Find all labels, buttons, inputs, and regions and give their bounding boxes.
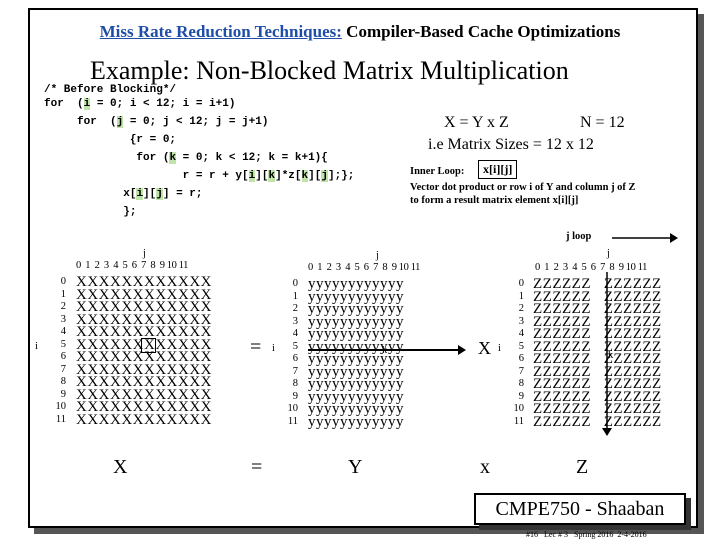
matrix-z-grid: ZZZZZZ ZZZZZZ ZZZZZZ ZZZZZZ ZZZZZZ ZZZZZ… [533, 276, 662, 430]
equals-sign: = [250, 336, 262, 358]
equation-line: X = Y x Z [444, 114, 509, 131]
bottom-equals: = [251, 456, 263, 478]
loop-var-highlight: k [301, 170, 309, 182]
course-badge: CMPE750 - Shaaban [474, 493, 686, 525]
code-line: for (i = 0; i < 12; i = i+1) [44, 98, 236, 110]
code-line: for (j = 0; j < 12; j = j+1) [44, 116, 269, 128]
code-block: /* Before Blocking*/ for (i = 0; i < 12; … [44, 84, 354, 224]
slide-title: Miss Rate Reduction Techniques: Compiler… [0, 22, 720, 42]
bottom-z-label: Z [576, 456, 589, 478]
z-j-label: j [607, 248, 610, 259]
inner-loop-element: x[i][j] [478, 160, 518, 179]
z-k-label: k [608, 350, 614, 361]
bottom-y-label: Y [348, 456, 363, 478]
j-loop-label: j loop [566, 231, 592, 242]
y-k-label: k [382, 345, 388, 356]
inner-loop-desc-1: Vector dot product or row i of Y and col… [410, 182, 636, 193]
slide-footer: #16 Lec # 3 Spring 2016 2-4-2016 [526, 530, 647, 539]
loop-var-highlight: k [268, 170, 276, 182]
z-row-header: 0 1 2 3 4 5 6 7 8 9 10 11 [513, 278, 525, 427]
code-line: /* Before Blocking*/ [44, 84, 177, 96]
z-k-arrow [602, 272, 612, 436]
loop-var-highlight: k [169, 152, 177, 164]
loop-var-highlight: j [116, 116, 124, 128]
loop-var-highlight: j [156, 188, 163, 200]
y-i-label: i [272, 343, 275, 354]
loop-var-highlight: i [136, 188, 144, 200]
times-sign: X [478, 338, 491, 358]
code-line: x[i][j] = r; [44, 188, 203, 200]
title-emphasis: Miss Rate Reduction Techniques: [99, 22, 342, 41]
matrix-sizes: i.e Matrix Sizes = 12 x 12 [428, 136, 594, 153]
code-line: }; [44, 206, 137, 218]
bottom-times: x [480, 456, 490, 478]
y-col-header: 0 1 2 3 4 5 6 7 8 9 10 11 [308, 262, 421, 273]
y-k-arrow [310, 345, 466, 355]
x-col-header: 0 1 2 3 4 5 6 7 8 9 10 11 [76, 260, 189, 271]
inner-loop-desc-2: to form a result matrix element x[i][j] [410, 195, 579, 206]
loop-var-highlight: i [83, 98, 91, 110]
matrix-x-grid: XXXXXXXXXXXX XXXXXXXXXXXX XXXXXXXXXXXX X… [76, 274, 212, 428]
y-row-header: 0 1 2 3 4 5 6 7 8 9 10 11 [287, 278, 299, 427]
code-line: r = r + y[i][k]*z[k][j];}; [44, 170, 355, 182]
x-current-element-box [141, 338, 156, 353]
code-line: {r = 0; [44, 134, 177, 146]
slide-subtitle: Example: Non-Blocked Matrix Multiplicati… [90, 56, 569, 85]
y-j-label: j [376, 250, 379, 261]
z-i-label: i [498, 343, 501, 354]
loop-var-highlight: i [248, 170, 256, 182]
slide-frame [28, 8, 698, 528]
j-loop-arrow [612, 233, 678, 243]
x-i-label: i [35, 341, 38, 352]
bottom-x-label: X [113, 456, 128, 478]
z-col-header: 0 1 2 3 4 5 6 7 8 9 10 11 [535, 262, 648, 273]
n-line: N = 12 [580, 114, 625, 131]
x-row-header: 0 1 2 3 4 5 6 7 8 9 10 11 [55, 276, 67, 425]
loop-var-highlight: j [321, 170, 328, 182]
x-j-label: j [143, 248, 146, 259]
inner-loop-label: Inner Loop: [410, 166, 465, 177]
code-line: for (k = 0; k < 12; k = k+1){ [44, 152, 328, 164]
title-rest: Compiler-Based Cache Optimizations [341, 22, 621, 41]
